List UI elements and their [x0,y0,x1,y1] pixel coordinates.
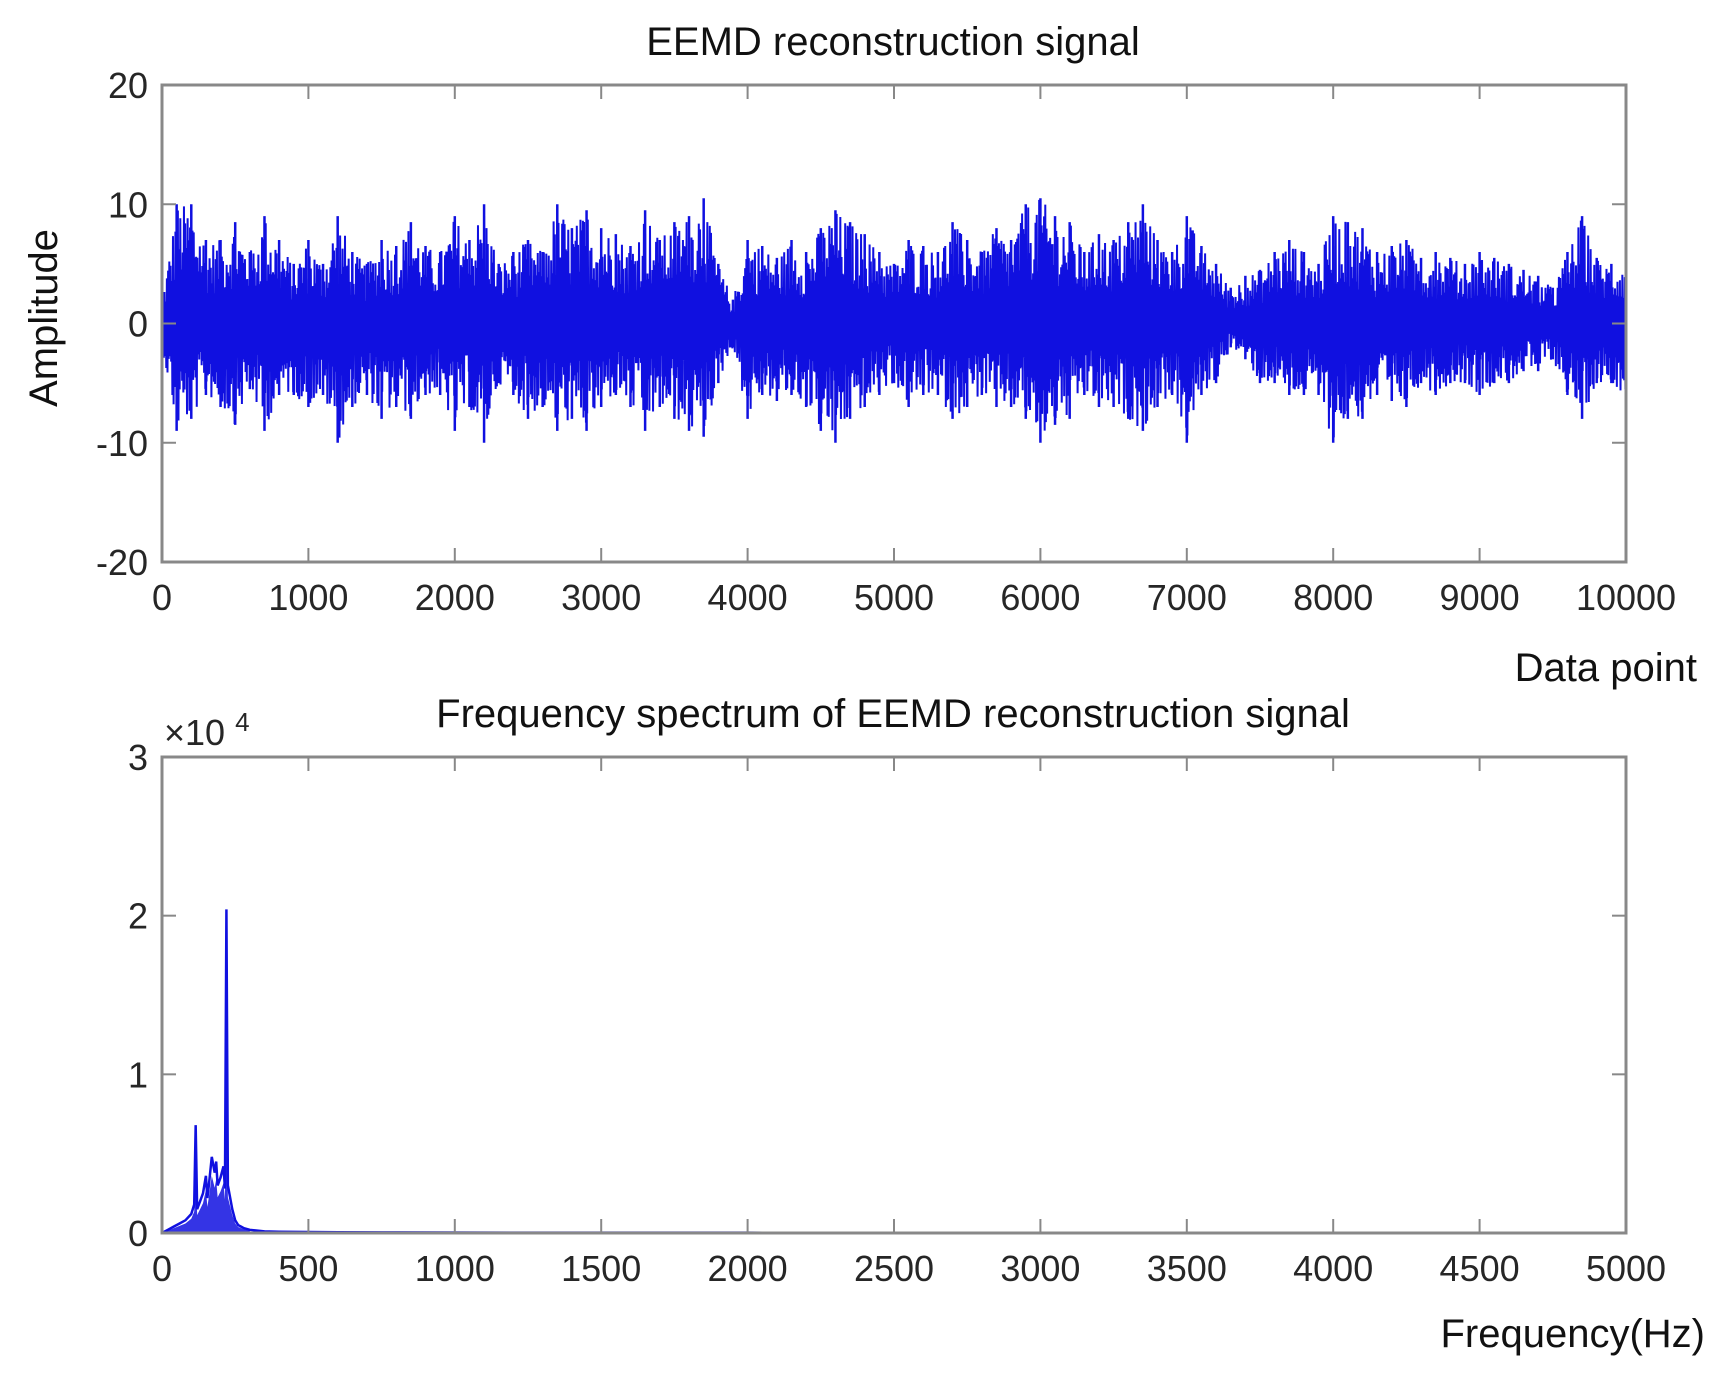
x-tick-label: 0 [152,577,172,618]
x-axis-label: Frequency(Hz) [1440,1312,1705,1356]
x-tick-label: 0 [152,1248,172,1289]
x-tick-label: 1000 [268,577,348,618]
x-tick-label: 5000 [1586,1248,1666,1289]
y-tick-label: 0 [128,304,148,345]
y-tick-label: 1 [128,1054,148,1095]
x-tick-label: 2000 [415,577,495,618]
spectrum-line [161,909,1626,1235]
x-tick-label: 4500 [1440,1248,1520,1289]
x-tick-label: 500 [278,1248,338,1289]
x-tick-label: 3000 [1000,1248,1080,1289]
x-tick-label: 4000 [1293,1248,1373,1289]
x-tick-label: 3500 [1147,1248,1227,1289]
x-axis-label: Data point [1515,646,1697,690]
y-tick-label: 0 [128,1213,148,1254]
x-tick-label: 4000 [708,577,788,618]
y-tick-label: 2 [128,896,148,937]
x-tick-label: 2000 [708,1248,788,1289]
chart-title: EEMD reconstruction signal [646,20,1140,64]
y-scale-base: ×10 [164,712,225,753]
x-tick-label: 10000 [1576,577,1676,618]
x-tick-label: 5000 [854,577,934,618]
x-tick-label: 7000 [1147,577,1227,618]
x-tick-label: 8000 [1293,577,1373,618]
x-tick-label: 9000 [1440,577,1520,618]
y-tick-label: -10 [96,423,148,464]
chart-title: Frequency spectrum of EEMD reconstructio… [436,692,1350,736]
y-axis-label: Amplitude [22,229,66,407]
x-tick-label: 6000 [1000,577,1080,618]
y-scale-label: ×10 4 [164,707,250,753]
axes-box [160,755,1628,1235]
spectrum-fill [162,990,250,1233]
x-tick-label: 1500 [561,1248,641,1289]
x-tick-label: 3000 [561,577,641,618]
subplot-signal: EEMD reconstruction signal Amplitude Dat… [22,20,1697,690]
y-tick-label: -20 [96,542,148,583]
x-tick-label: 2500 [854,1248,934,1289]
x-tick-label: 1000 [415,1248,495,1289]
subplot-spectrum: Frequency spectrum of EEMD reconstructio… [128,692,1705,1356]
y-tick-label: 3 [128,737,148,778]
y-tick-label: 20 [108,65,148,106]
y-tick-label: 10 [108,184,148,225]
y-scale-exponent: 4 [235,707,249,737]
